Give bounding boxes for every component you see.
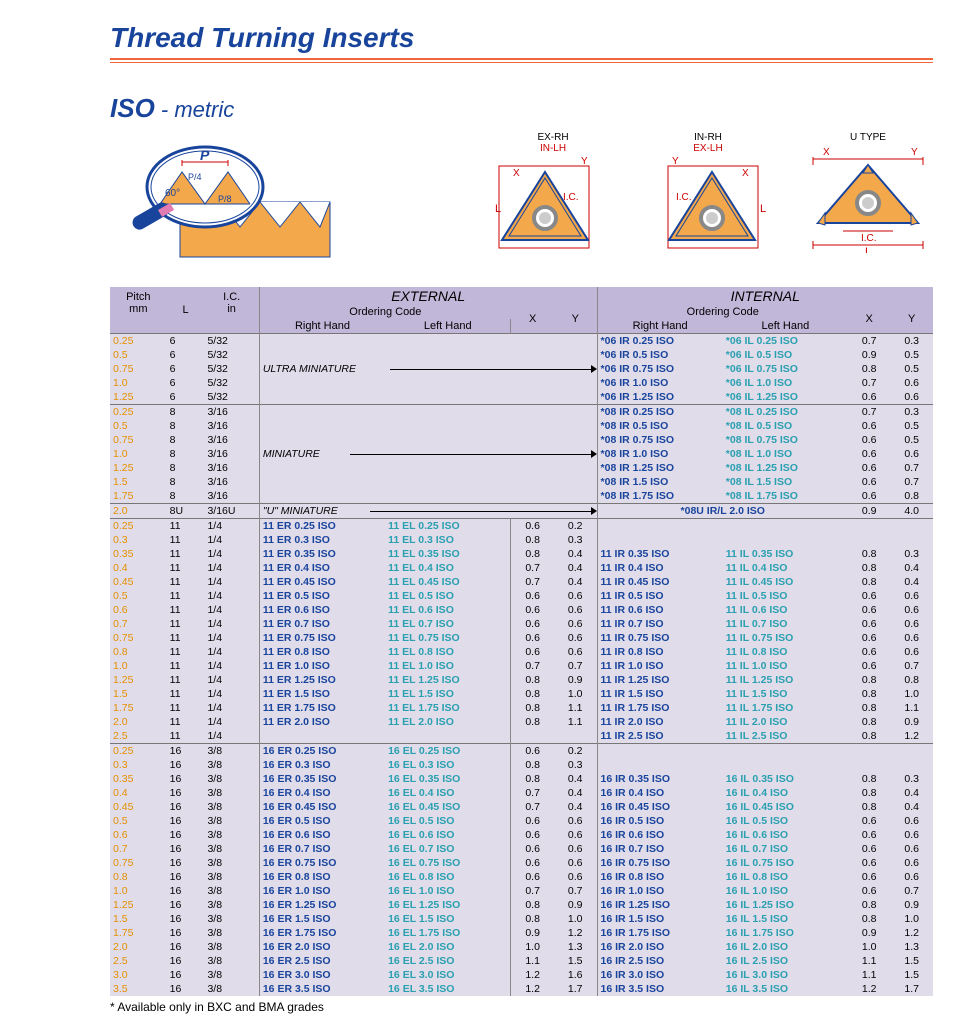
svg-text:P/4: P/4 xyxy=(188,172,202,182)
table-row: 1.0163/816 ER 1.0 ISO16 EL 1.0 ISO0.70.7… xyxy=(110,884,933,898)
table-row: 3.5163/816 ER 3.5 ISO16 EL 3.5 ISO1.21.7… xyxy=(110,982,933,996)
miniature-label: MINIATURE xyxy=(259,405,597,504)
table-row: 0.8163/816 ER 0.8 ISO16 EL 0.8 ISO0.60.6… xyxy=(110,870,933,884)
svg-text:Y: Y xyxy=(911,147,918,158)
table-row: 0.35163/816 ER 0.35 ISO16 EL 0.35 ISO0.8… xyxy=(110,772,933,786)
page: Thread Turning Inserts ISO - metric P P/… xyxy=(0,0,973,1028)
table-row: 0.5111/411 ER 0.5 ISO11 EL 0.5 ISO0.60.6… xyxy=(110,589,933,603)
table-row: 0.6163/816 ER 0.6 ISO16 EL 0.6 ISO0.60.6… xyxy=(110,828,933,842)
table-row: 0.3111/411 ER 0.3 ISO11 EL 0.3 ISO0.80.3 xyxy=(110,533,933,547)
table-row: 0.2583/16MINIATURE*08 IR 0.25 ISO*08 IL … xyxy=(110,405,933,420)
svg-text:I.C.: I.C. xyxy=(861,233,877,244)
iso-bold: ISO xyxy=(110,93,155,123)
table-row: 0.35111/411 ER 0.35 ISO11 EL 0.35 ISO0.8… xyxy=(110,547,933,561)
title-rule-1 xyxy=(110,58,933,60)
hdr-IC: I.C. xyxy=(223,291,240,303)
svg-text:Y: Y xyxy=(672,156,679,167)
table-row: 1.0111/411 ER 1.0 ISO11 EL 1.0 ISO0.70.7… xyxy=(110,659,933,673)
svg-text:L: L xyxy=(495,203,501,215)
hdr-pitch: Pitch xyxy=(126,291,150,303)
table-row: 0.45111/411 ER 0.45 ISO11 EL 0.45 ISO0.7… xyxy=(110,575,933,589)
footnote: * Available only in BXC and BMA grades xyxy=(110,1000,933,1014)
table-row: 2.5163/816 ER 2.5 ISO16 EL 2.5 ISO1.11.5… xyxy=(110,954,933,968)
hdr-L: L xyxy=(167,287,205,334)
table-row: 0.75111/411 ER 0.75 ISO11 EL 0.75 ISO0.6… xyxy=(110,631,933,645)
svg-text:60°: 60° xyxy=(165,188,180,199)
table-body: 0.2565/32ULTRA MINIATURE*06 IR 0.25 ISO*… xyxy=(110,334,933,997)
iso-heading: ISO - metric xyxy=(110,93,933,124)
table-row: 2.0111/411 ER 2.0 ISO11 EL 2.0 ISO0.81.1… xyxy=(110,715,933,729)
table-row: 0.6111/411 ER 0.6 ISO11 EL 0.6 ISO0.60.6… xyxy=(110,603,933,617)
svg-text:X: X xyxy=(513,168,520,179)
table-row: 1.25163/816 ER 1.25 ISO16 EL 1.25 ISO0.8… xyxy=(110,898,933,912)
table-row: 2.0163/816 ER 2.0 ISO16 EL 2.0 ISO1.01.3… xyxy=(110,940,933,954)
table-row: 0.4163/816 ER 0.4 ISO16 EL 0.4 ISO0.70.4… xyxy=(110,786,933,800)
hdr-internal: INTERNAL xyxy=(597,287,933,305)
table-row: 1.5163/816 ER 1.5 ISO16 EL 1.5 ISO0.81.0… xyxy=(110,912,933,926)
insert-diagrams: EX-RHIN-LH L X Y I.C. IN-RHEX-LH xyxy=(380,132,933,259)
svg-text:Y: Y xyxy=(581,156,588,167)
table-row: 0.4111/411 ER 0.4 ISO11 EL 0.4 ISO0.70.4… xyxy=(110,561,933,575)
table-row: 0.25163/816 ER 0.25 ISO16 EL 0.25 ISO0.6… xyxy=(110,744,933,759)
iso-rest: - metric xyxy=(155,97,234,122)
table-row: 2.5111/411 IR 2.5 ISO11 IL 2.5 ISO0.81.2 xyxy=(110,729,933,744)
table-row: 0.7111/411 ER 0.7 ISO11 EL 0.7 ISO0.60.6… xyxy=(110,617,933,631)
insert-ex-rh: EX-RHIN-LH L X Y I.C. xyxy=(493,132,613,259)
insert-in-rh: IN-RHEX-LH L X Y I.C. xyxy=(648,132,768,259)
table-row: 1.5111/411 ER 1.5 ISO11 EL 1.5 ISO0.81.0… xyxy=(110,687,933,701)
title-rule-2 xyxy=(110,62,933,63)
svg-text:I.C.: I.C. xyxy=(676,192,692,203)
insert-u-type: U TYPE X Y I.C. L xyxy=(803,132,933,253)
svg-text:X: X xyxy=(742,168,749,179)
table-row: 0.7163/816 ER 0.7 ISO16 EL 0.7 ISO0.60.6… xyxy=(110,842,933,856)
svg-text:X: X xyxy=(823,147,830,158)
table-row: 0.75163/816 ER 0.75 ISO16 EL 0.75 ISO0.6… xyxy=(110,856,933,870)
svg-text:L: L xyxy=(865,246,871,253)
table-row: 2.08U3/16U"U" MINIATURE*08U IR/L 2.0 ISO… xyxy=(110,504,933,519)
table-row: 0.45163/816 ER 0.45 ISO16 EL 0.45 ISO0.7… xyxy=(110,800,933,814)
table-row: 1.75111/411 ER 1.75 ISO11 EL 1.75 ISO0.8… xyxy=(110,701,933,715)
u08-code: *08U IR/L 2.0 ISO xyxy=(597,504,848,519)
table-row: 0.25111/411 ER 0.25 ISO11 EL 0.25 ISO0.6… xyxy=(110,519,933,534)
table-row: 1.25111/411 ER 1.25 ISO11 EL 1.25 ISO0.8… xyxy=(110,673,933,687)
svg-text:L: L xyxy=(760,203,766,215)
svg-text:P: P xyxy=(200,147,210,163)
table-row: 0.3163/816 ER 0.3 ISO16 EL 0.3 ISO0.80.3 xyxy=(110,758,933,772)
u-miniature-label: "U" MINIATURE xyxy=(259,504,597,519)
svg-text:P/8: P/8 xyxy=(218,194,232,204)
table-row: 0.8111/411 ER 0.8 ISO11 EL 0.8 ISO0.60.6… xyxy=(110,645,933,659)
diagram-row: P P/4 P/8 60° EX-RHIN-LH L X Y xyxy=(110,132,933,272)
table-row: 0.2565/32ULTRA MINIATURE*06 IR 0.25 ISO*… xyxy=(110,334,933,349)
table-row: 3.0163/816 ER 3.0 ISO16 EL 3.0 ISO1.21.6… xyxy=(110,968,933,982)
ultra-miniature-label: ULTRA MINIATURE xyxy=(259,334,597,405)
data-table: Pitchmm L I.C.in EXTERNAL INTERNAL Order… xyxy=(110,287,933,996)
table-row: 1.75163/816 ER 1.75 ISO16 EL 1.75 ISO0.9… xyxy=(110,926,933,940)
table-row: 0.5163/816 ER 0.5 ISO16 EL 0.5 ISO0.60.6… xyxy=(110,814,933,828)
hdr-external: EXTERNAL xyxy=(259,287,597,305)
page-title: Thread Turning Inserts xyxy=(110,22,933,54)
magnifier-diagram: P P/4 P/8 60° xyxy=(110,132,340,272)
svg-text:I.C.: I.C. xyxy=(563,192,579,203)
